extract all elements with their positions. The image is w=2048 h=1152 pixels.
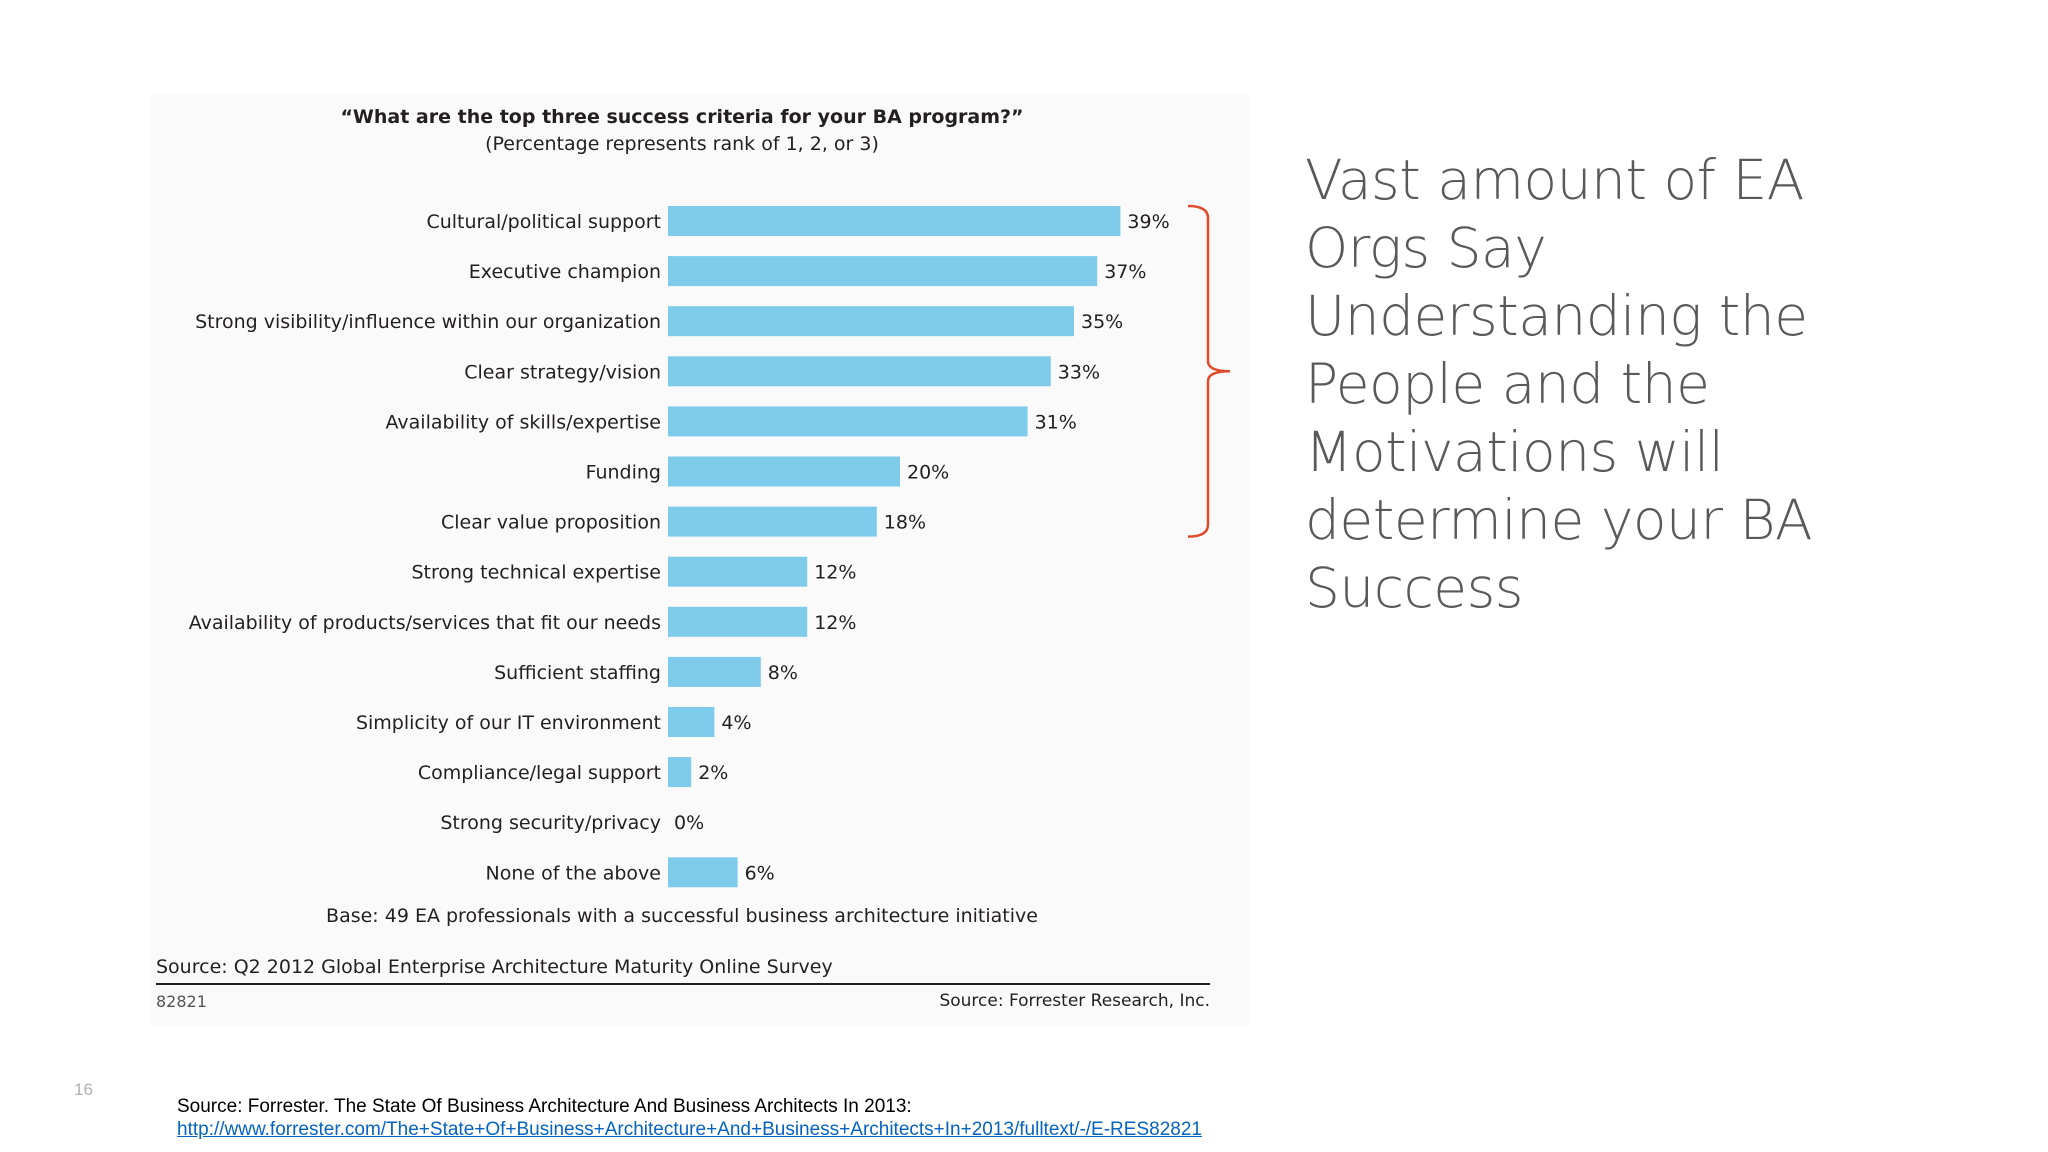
value-label: 12% [814,562,856,584]
category-label: Strong technical expertise [411,562,661,584]
category-label: Strong security/privacy [440,812,661,834]
category-label: Clear strategy/vision [464,361,661,383]
value-label: 8% [768,662,798,684]
value-label: 4% [721,712,751,734]
bar [668,606,808,637]
chart-divider [156,983,1210,985]
footer-source: Source: Forrester. The State Of Business… [177,1096,912,1117]
category-label: Availability of products/services that f… [189,612,661,634]
value-label: 0% [674,812,704,834]
category-label: Strong visibility/influence within our o… [195,311,661,333]
value-label: 12% [814,612,856,634]
slide-headline: Vast amount of EA Orgs Say Understanding… [1305,148,1813,620]
value-label: 39% [1127,211,1169,233]
chart-title: “What are the top three success criteria… [340,106,1024,128]
chart-source-note: Source: Q2 2012 Global Enterprise Archit… [156,956,833,978]
bar [668,256,1098,287]
footer-source-link[interactable]: http://www.forrester.com/The+State+Of+Bu… [177,1119,1202,1140]
bar [668,656,761,687]
bar [668,456,900,487]
category-label: Clear value proposition [441,512,661,534]
grouping-bracket [1187,204,1231,538]
chart-panel: Cultural/political support 39% Executive c… [150,95,1250,1025]
value-label: 33% [1058,361,1100,383]
bar-chart: Cultural/political support 39% Executive c… [189,204,1231,888]
category-label: Funding [586,462,661,484]
bar [668,857,738,888]
value-label: 35% [1081,311,1123,333]
value-label: 37% [1104,261,1146,283]
category-label: Executive champion [469,261,661,283]
value-label: 31% [1035,411,1077,433]
bar [668,206,1121,236]
value-label: 18% [884,512,926,534]
value-label: 6% [745,862,775,884]
bar [668,757,692,788]
chart-base-note: Base: 49 EA professionals with a success… [326,905,1038,927]
category-label: Cultural/political support [426,211,661,233]
bar [668,556,808,587]
bar [668,707,715,737]
bar [668,306,1074,337]
category-label: None of the above [486,862,661,884]
bar [668,506,877,537]
page-number: 16 [74,1080,93,1099]
bar [668,356,1051,387]
category-label: Simplicity of our IT environment [356,712,661,734]
category-label: Sufficient staffing [494,662,661,684]
category-label: Availability of skills/expertise [386,411,661,433]
chart-id: 82821 [156,992,207,1011]
bar [668,406,1028,437]
chart-subtitle: (Percentage represents rank of 1, 2, or … [485,133,879,155]
chart-credit: Source: Forrester Research, Inc. [939,991,1210,1011]
category-label: Compliance/legal support [418,762,661,784]
value-label: 20% [907,462,949,484]
value-label: 2% [698,762,728,784]
